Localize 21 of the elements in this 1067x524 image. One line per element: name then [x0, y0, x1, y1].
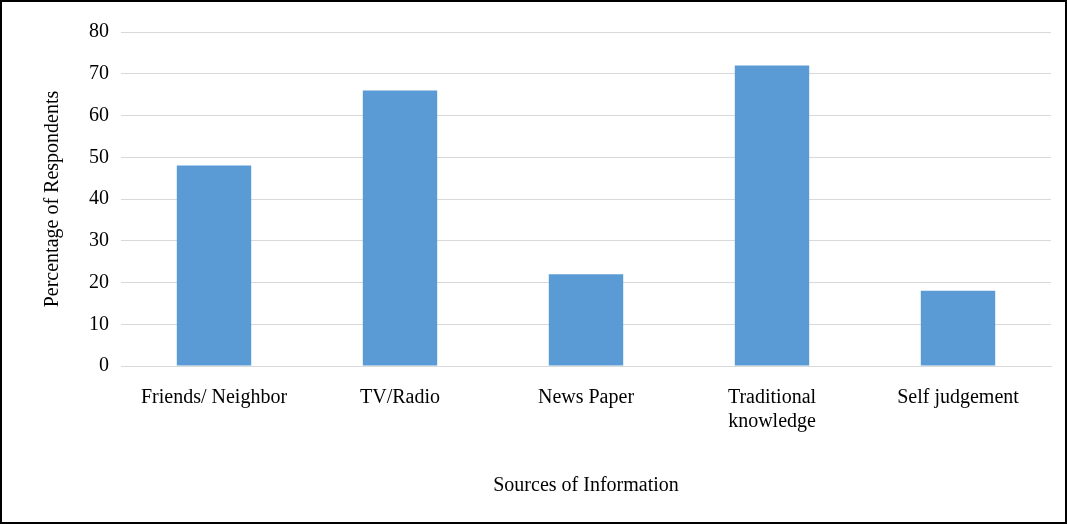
y-tick-label: 10: [89, 311, 109, 334]
bar: [920, 290, 996, 366]
y-tick-label: 40: [89, 186, 109, 209]
x-tick-label: Self judgement: [897, 385, 1020, 409]
x-axis-title: Sources of Information: [493, 473, 679, 496]
y-tick-label: 50: [89, 144, 109, 167]
x-tick-label: Friends/ Neighbor: [140, 385, 288, 409]
y-tick-label: 60: [89, 102, 109, 125]
y-tick-label: 0: [99, 353, 109, 376]
x-tick-label: Traditional knowledge: [727, 385, 817, 433]
y-axis-title: Percentage of Respondents: [40, 90, 64, 308]
bar: [548, 274, 624, 366]
y-tick-label: 70: [89, 61, 109, 83]
bar: [362, 90, 438, 366]
bar: [176, 165, 252, 366]
y-tick-label: 20: [89, 269, 109, 292]
x-tick-label: News Paper: [537, 385, 635, 409]
y-tick-label: 80: [89, 19, 109, 42]
y-tick-label: 30: [89, 228, 109, 250]
bar: [734, 65, 810, 366]
x-tick-label: TV/Radio: [360, 385, 440, 408]
